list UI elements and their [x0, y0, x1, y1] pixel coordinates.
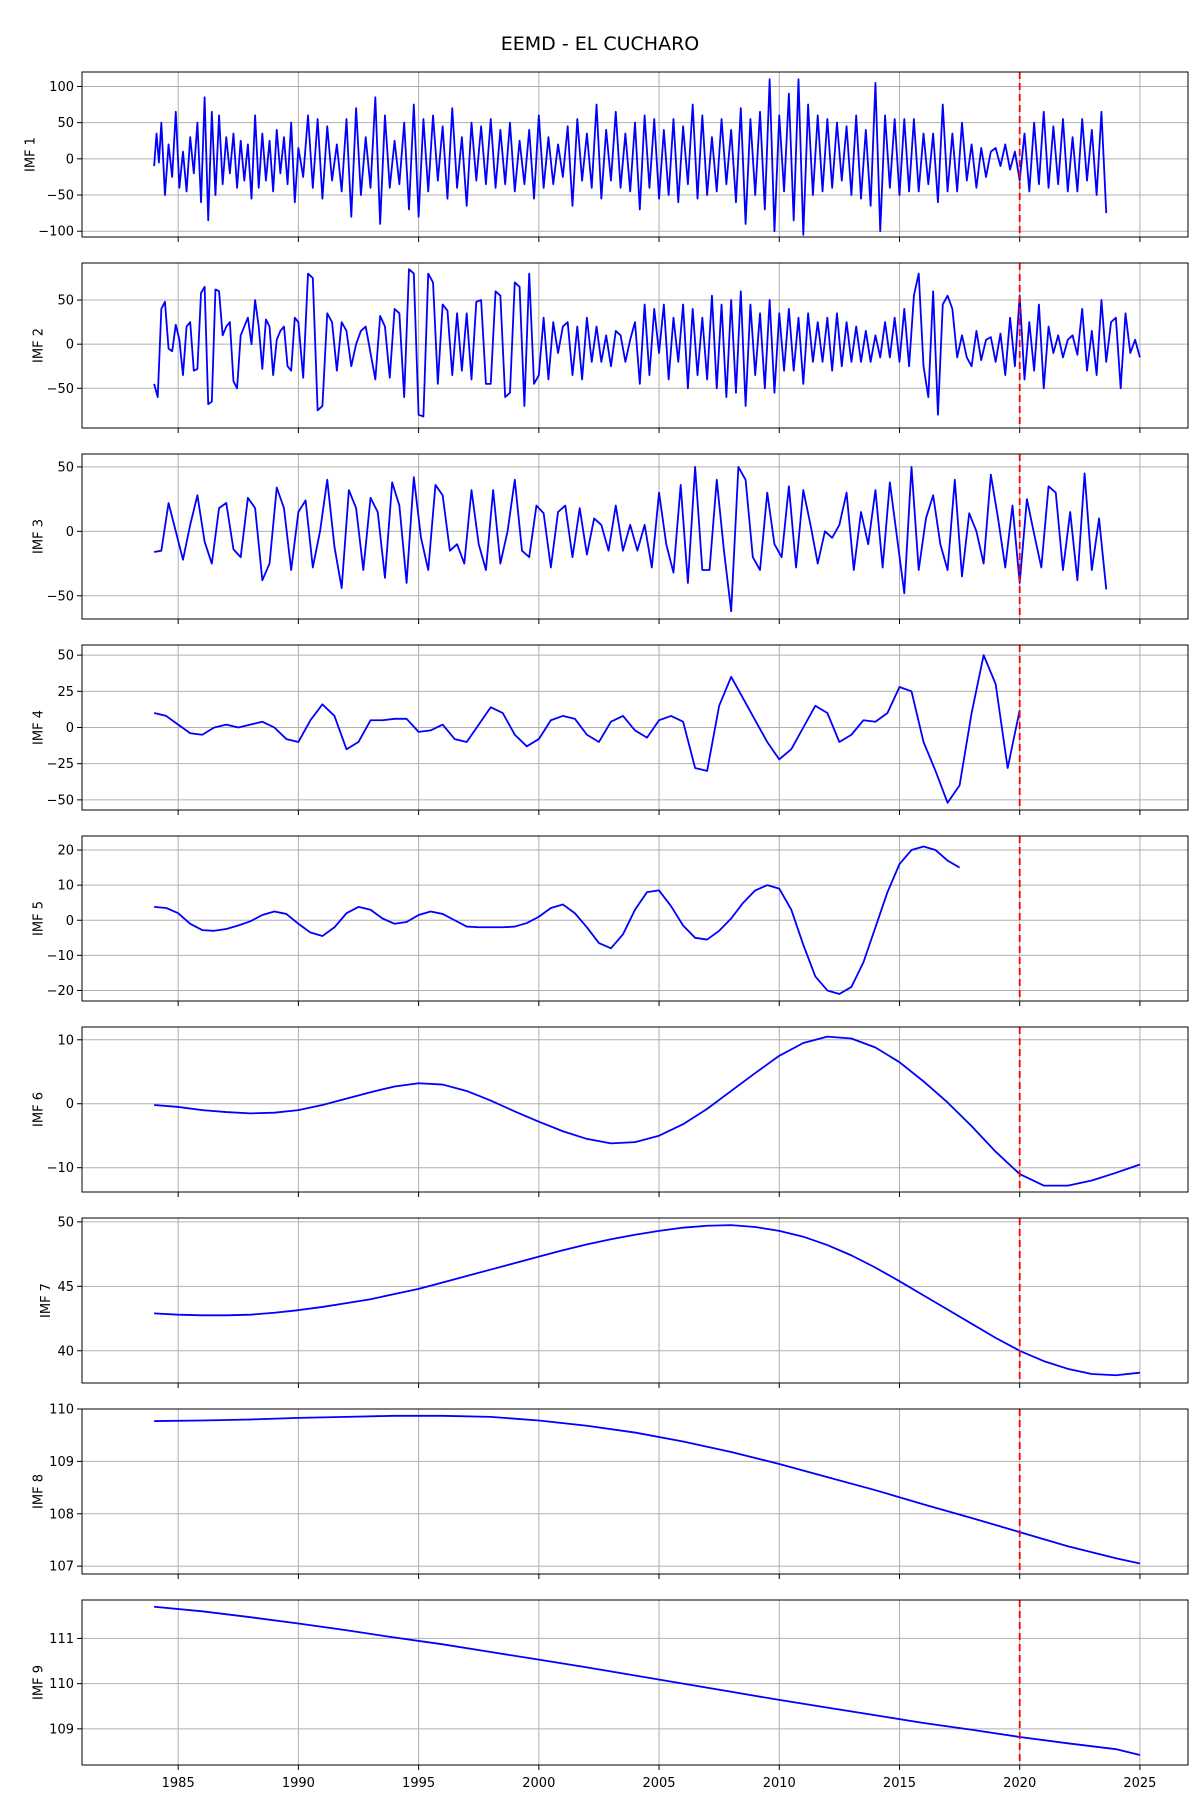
panel-imf-2: −50 0 50 IMF 2: [31, 262, 1189, 433]
x-tick-label: 2000: [522, 1776, 555, 1791]
x-tick-label: 2015: [883, 1776, 916, 1791]
y-axis-label: IMF 4: [31, 710, 46, 745]
x-tick-label: 2025: [1123, 1776, 1156, 1791]
y-tick-label: 20: [57, 844, 74, 859]
y-axis-label: IMF 1: [23, 137, 38, 172]
series-line: [153, 268, 1141, 418]
plot-frame: [81, 1599, 1189, 1766]
x-tick-label: 1990: [282, 1776, 315, 1791]
plot-frame: [81, 1408, 1189, 1575]
chart-title: EEMD - EL CUCHARO: [501, 33, 699, 55]
y-tick-label: 50: [57, 116, 74, 131]
panel-imf-1: −100 −50 0 50 100 IMF 1: [23, 71, 1189, 242]
series-line: [153, 78, 1108, 236]
y-tick-label: −25: [47, 757, 74, 772]
y-axis-label: IMF 6: [31, 1092, 46, 1127]
y-tick-label: 0: [66, 152, 74, 167]
plot-frame: [81, 453, 1189, 620]
y-tick-label: 45: [57, 1280, 74, 1295]
series-line: [154, 1414, 1141, 1565]
y-tick-label: 109: [49, 1722, 74, 1737]
y-axis-label: IMF 5: [31, 901, 46, 936]
y-tick-label: 107: [49, 1560, 74, 1575]
y-tick-label: 50: [57, 294, 74, 309]
y-tick-label: −100: [38, 225, 74, 240]
y-tick-label: −50: [47, 793, 74, 808]
y-tick-label: 100: [49, 80, 74, 95]
y-tick-label: 108: [49, 1507, 74, 1522]
y-axis-label: IMF 8: [31, 1474, 46, 1509]
panel-imf-6: −10 0 10 IMF 6: [31, 1026, 1189, 1197]
panel-imf-4: −50 −25 0 25 50 IMF 4: [31, 644, 1189, 815]
y-axis-label: IMF 2: [31, 328, 46, 363]
y-tick-label: 111: [49, 1632, 74, 1647]
plot-frame: [81, 262, 1189, 429]
x-tick-label: 2010: [763, 1776, 796, 1791]
y-tick-label: 40: [57, 1344, 74, 1359]
y-tick-label: −50: [47, 382, 74, 397]
y-tick-label: −50: [47, 189, 74, 204]
x-tick-label: 2005: [642, 1776, 675, 1791]
x-tick-label: 1985: [162, 1776, 195, 1791]
series-line: [154, 1605, 1141, 1756]
y-tick-label: 50: [57, 649, 74, 664]
panel-imf-7: 40 45 50 IMF 7: [39, 1215, 1189, 1388]
panel-imf-9: 109 110 111 1985 1990 1995 2000 2005 2010 2015 202…: [31, 1599, 1189, 1791]
y-tick-label: 0: [66, 721, 74, 736]
y-tick-label: 109: [49, 1455, 74, 1470]
y-tick-label: 10: [57, 1033, 74, 1048]
plot-frame: [81, 835, 1189, 1002]
x-tick-label: 1995: [402, 1776, 435, 1791]
y-tick-label: 0: [66, 525, 74, 540]
y-axis-label: IMF 9: [31, 1665, 46, 1700]
plot-frame: [81, 1217, 1189, 1384]
plot-frame: [81, 71, 1189, 238]
y-tick-label: −10: [47, 1161, 74, 1176]
panel-imf-8: 107 108 109 110 IMF 8: [31, 1403, 1189, 1579]
y-tick-label: 50: [57, 1215, 74, 1230]
y-tick-label: −50: [47, 589, 74, 604]
y-tick-label: 110: [49, 1677, 74, 1692]
y-tick-label: 50: [57, 460, 74, 475]
series-line: [153, 465, 1108, 613]
y-axis-label: IMF 3: [31, 519, 46, 554]
series-line: [154, 845, 961, 995]
series-line: [154, 1224, 1141, 1377]
y-tick-label: 10: [57, 879, 74, 894]
y-tick-label: −20: [47, 984, 74, 999]
plot-frame: [81, 1026, 1189, 1193]
y-axis-label: IMF 7: [39, 1283, 54, 1318]
y-tick-label: 0: [66, 914, 74, 929]
x-tick-label: 2020: [1003, 1776, 1036, 1791]
series-line: [153, 654, 1021, 804]
y-tick-label: 25: [57, 685, 74, 700]
y-tick-label: 0: [66, 1097, 74, 1112]
series-line: [154, 1035, 1141, 1187]
panel-imf-5: −20 −10 0 10 20 IMF 5: [31, 835, 1189, 1006]
panel-imf-3: −50 0 50 IMF 3: [31, 453, 1189, 624]
y-tick-label: −10: [47, 949, 74, 964]
y-tick-label: 0: [66, 338, 74, 353]
y-tick-label: 110: [49, 1403, 74, 1418]
